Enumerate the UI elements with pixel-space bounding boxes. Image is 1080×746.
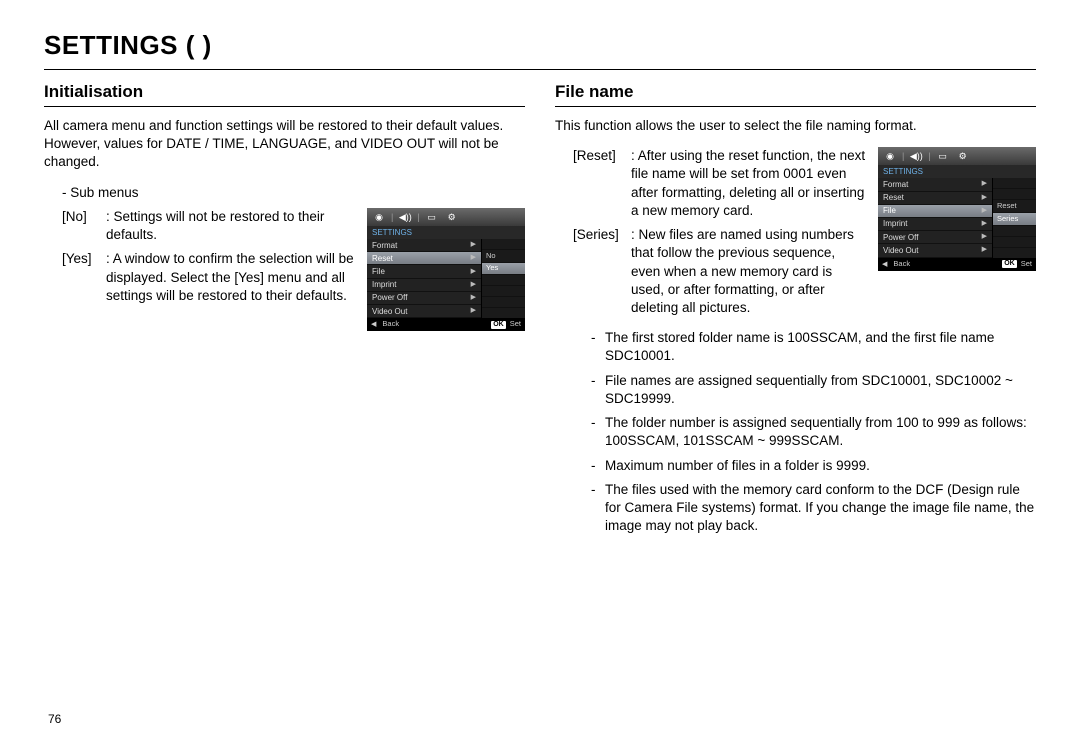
option-resetF-val: : After using the reset function, the ne… [631,147,866,220]
foot-set: Set [510,320,521,329]
option-series-key: [Series] [573,226,631,317]
option-series-val: : New files are named using numbers that… [631,226,866,317]
option-yes-val: : A window to confirm the selection will… [106,250,355,305]
bullet-5: The files used with the memory card conf… [605,481,1036,536]
cam-item-reset: Reset▶ [367,252,481,265]
initialisation-heading: Initialisation [44,82,525,107]
cam-sub-list-r: Reset Series [992,178,1036,257]
foot-back: Back [382,320,399,329]
cam-item-format-r: Format▶ [878,178,992,191]
filename-intro: This function allows the user to select … [555,117,1036,135]
cam-item-poweroff: Power Off▶ [367,292,481,305]
camera-icon: ◉ [371,211,387,223]
cam-tabs-r: ◉| ◀))| ▭ ⚙ [878,147,1036,165]
cam-footer: Back OK Set [367,318,525,331]
initialisation-submenus: - Sub menus [No] : Settings will not be … [44,184,525,332]
submenus-label: - Sub menus [62,184,525,202]
camera-menu-screenshot-right: ◉| ◀))| ▭ ⚙ SETTINGS Format▶ Reset▶ File… [878,147,1036,270]
display-icon: ▭ [935,150,951,162]
back-icon [882,260,889,269]
right-column: File name This function allows the user … [555,82,1036,541]
camera-menu-screenshot-left: ◉| ◀))| ▭ ⚙ SETTINGS Format▶ Reset▶ File… [367,208,525,331]
cam-menu-list-r: Format▶ Reset▶ File▶ Imprint▶ Power Off▶… [878,178,992,257]
left-column: Initialisation All camera menu and funct… [44,82,525,541]
cam-item-reset-r: Reset▶ [878,192,992,205]
bullet-4: Maximum number of files in a folder is 9… [605,457,1036,475]
back-icon [371,320,378,329]
cam-sub-yes: Yes [482,263,525,276]
settings-icon: ⚙ [955,150,971,162]
page-number: 76 [48,712,61,726]
filename-bullets: -The first stored folder name is 100SSCA… [573,329,1036,535]
camera-icon: ◉ [882,150,898,162]
foot-set-r: Set [1021,260,1032,269]
bullet-1: The first stored folder name is 100SSCAM… [605,329,1036,365]
cam-item-videoout: Video Out▶ [367,305,481,318]
cam-header: SETTINGS [367,226,525,239]
initialisation-intro: All camera menu and function settings wi… [44,117,525,172]
filename-options: [Reset] : After using the reset function… [555,147,1036,535]
cam-tabs: ◉| ◀))| ▭ ⚙ [367,208,525,226]
cam-menu-list: Format▶ Reset▶ File▶ Imprint▶ Power Off▶… [367,239,481,318]
cam-footer-r: Back OK Set [878,258,1036,271]
filename-options-text: [Reset] : After using the reset function… [573,147,866,323]
option-yes-key: [Yes] [62,250,106,305]
ok-icon: OK [491,321,506,329]
submenu-options-text: [No] : Settings will not be restored to … [62,208,355,311]
cam-item-videoout-r: Video Out▶ [878,244,992,257]
bullet-3: The folder number is assigned sequential… [605,414,1036,450]
foot-back-r: Back [893,260,910,269]
cam-item-file: File▶ [367,265,481,278]
bullet-2: File names are assigned sequentially fro… [605,372,1036,408]
cam-item-format: Format▶ [367,239,481,252]
option-no-val: : Settings will not be restored to their… [106,208,355,244]
page-title: SETTINGS ( ) [44,30,1036,70]
filename-heading: File name [555,82,1036,107]
cam-sub-resetF: Reset [993,200,1036,213]
ok-icon: OK [1002,260,1017,268]
settings-icon: ⚙ [444,211,460,223]
cam-header-r: SETTINGS [878,165,1036,178]
cam-item-poweroff-r: Power Off▶ [878,231,992,244]
sound-icon: ◀)) [908,150,924,162]
content-columns: Initialisation All camera menu and funct… [44,82,1036,541]
display-icon: ▭ [424,211,440,223]
cam-sub-no: No [482,250,525,263]
cam-item-imprint: Imprint▶ [367,279,481,292]
option-no-key: [No] [62,208,106,244]
option-resetF-key: [Reset] [573,147,631,220]
cam-sub-series: Series [993,213,1036,226]
cam-item-file-r: File▶ [878,205,992,218]
sound-icon: ◀)) [397,211,413,223]
cam-item-imprint-r: Imprint▶ [878,218,992,231]
cam-sub-list: No Yes [481,239,525,318]
